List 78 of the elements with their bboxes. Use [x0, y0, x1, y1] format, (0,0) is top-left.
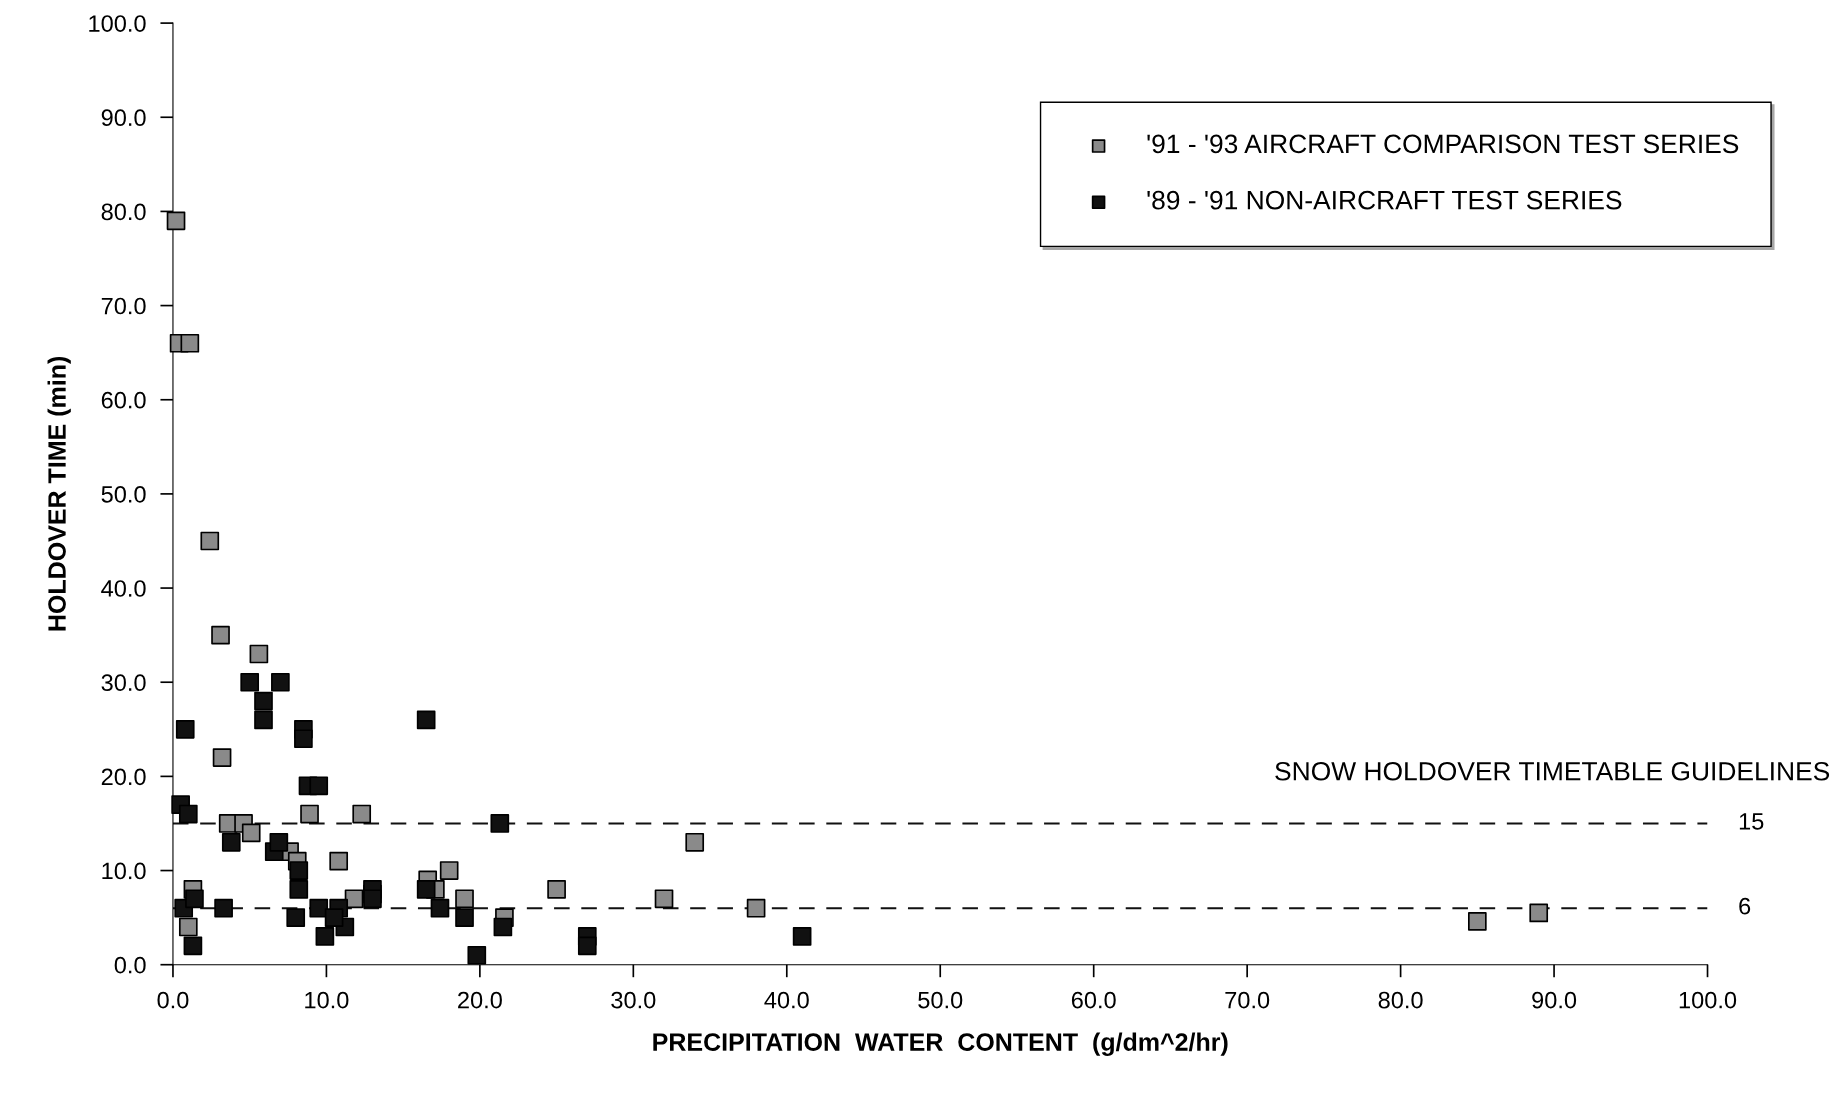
point	[1529, 903, 1549, 923]
point	[289, 861, 309, 880]
annotation: SNOW HOLDOVER TIMETABLE GUIDELINES	[1275, 761, 1830, 781]
point	[416, 710, 436, 730]
point	[300, 804, 319, 824]
point	[439, 861, 459, 880]
point	[309, 898, 329, 918]
y-tick-label: 60.0	[101, 391, 146, 409]
x-tick-label: 80.0	[1378, 991, 1423, 1009]
point	[344, 889, 364, 909]
point	[467, 945, 487, 965]
point	[289, 880, 309, 899]
y-tick-label: 10.0	[102, 862, 146, 880]
point	[416, 880, 436, 899]
point	[178, 804, 198, 824]
y-tick-label: 30.0	[101, 674, 146, 692]
point	[178, 917, 198, 937]
y-tick-label: 90.0	[101, 109, 146, 127]
point	[185, 889, 204, 909]
point	[746, 898, 766, 918]
point	[490, 814, 510, 833]
point	[180, 333, 200, 353]
x-tick-label: 30.0	[611, 991, 656, 1009]
point	[294, 729, 313, 749]
point	[175, 719, 195, 739]
y-tick-label: 100.0	[89, 15, 146, 32]
point	[309, 776, 329, 796]
point	[240, 672, 260, 692]
x-tick-label: 90.0	[1532, 991, 1577, 1009]
point	[329, 851, 349, 871]
point	[363, 889, 382, 909]
point	[286, 908, 306, 927]
point	[493, 917, 513, 937]
point	[254, 691, 273, 711]
point	[211, 625, 230, 645]
point	[324, 908, 344, 927]
y-tick-label: 70.0	[101, 297, 146, 315]
y-axis-title: HOLDOVER TIME (min)	[47, 356, 71, 631]
point	[792, 927, 812, 946]
point	[577, 936, 597, 956]
point	[455, 908, 474, 927]
point	[269, 832, 289, 852]
x-tick-label: 20.0	[458, 991, 502, 1009]
y-tick-label: 0.0	[114, 956, 146, 974]
x-tick-label: 70.0	[1225, 991, 1270, 1009]
point	[221, 832, 241, 852]
point	[212, 748, 232, 767]
point	[249, 644, 269, 664]
y-tick-label: 40.0	[101, 580, 146, 597]
point	[547, 880, 566, 899]
point	[654, 889, 674, 909]
point	[271, 672, 290, 692]
point	[183, 936, 203, 956]
point	[254, 710, 273, 730]
x-tick-label: 40.0	[764, 991, 809, 1009]
y-tick-label: 20.0	[101, 768, 146, 786]
point	[685, 832, 705, 852]
point	[241, 823, 261, 843]
point	[315, 927, 335, 946]
legend-label: '89 - '91 NON-AIRCRAFT TEST SERIES	[1147, 190, 1622, 210]
ref-line-label: 15	[1739, 813, 1764, 830]
x-tick-label: 10.0	[305, 991, 349, 1009]
x-tick-label: 60.0	[1071, 991, 1116, 1009]
x-axis-title: PRECIPITATION WATER CONTENT (g/dm^2/hr)	[653, 1032, 1228, 1056]
point	[352, 804, 372, 824]
x-tick-label: 50.0	[918, 991, 963, 1009]
x-tick-label: 100.0	[1679, 991, 1737, 1009]
y-tick-label: 80.0	[101, 203, 146, 221]
legend-label: '91 - '93 AIRCRAFT COMPARISON TEST SERIES	[1147, 134, 1739, 154]
point	[214, 898, 233, 918]
ref-line-label: 6	[1739, 897, 1751, 915]
point	[1467, 912, 1487, 931]
x-tick-label: 0.0	[157, 991, 189, 1009]
point	[455, 889, 474, 909]
point	[166, 211, 186, 231]
point	[430, 898, 450, 918]
y-tick-label: 50.0	[101, 485, 146, 503]
point	[200, 531, 220, 551]
